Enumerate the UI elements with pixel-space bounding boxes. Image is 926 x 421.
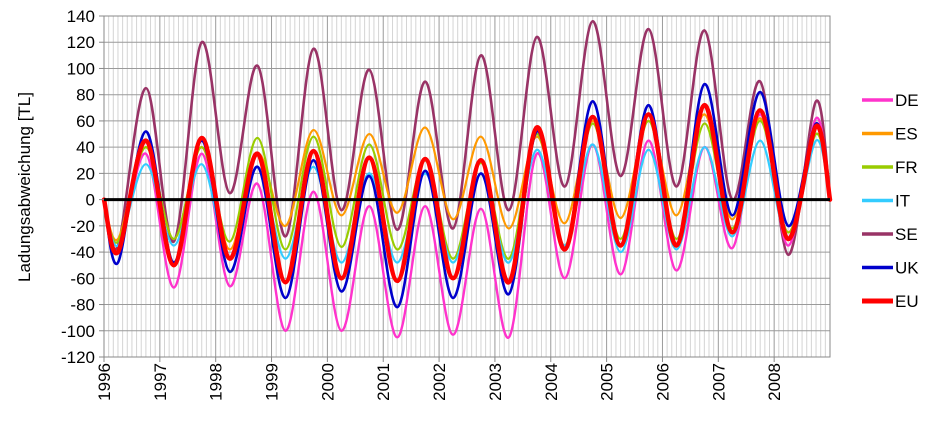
y-tick-label: 80 bbox=[76, 86, 95, 105]
x-tick-label: 2002 bbox=[430, 363, 449, 401]
y-axis-ticks: -120 -100 -80 -60 -40 -20 0 20 40 60 80 100 120 140 bbox=[61, 7, 104, 367]
y-tick-label: -20 bbox=[70, 217, 95, 236]
series-lines bbox=[101, 19, 833, 339]
x-axis-ticks: 1996 1997 1998 1999 2000 2001 2002 2003 2004 2005… bbox=[95, 357, 784, 401]
y-tick-label: 100 bbox=[67, 59, 95, 78]
legend-label-se: SE bbox=[895, 225, 918, 244]
legend-label-uk: UK bbox=[895, 259, 919, 278]
y-tick-label: 140 bbox=[67, 7, 95, 26]
legend-label-de: DE bbox=[895, 91, 919, 110]
legend-label-es: ES bbox=[895, 125, 918, 144]
x-tick-label: 1998 bbox=[207, 363, 226, 401]
x-tick-label: 2003 bbox=[486, 363, 505, 401]
y-tick-label: 20 bbox=[76, 164, 95, 183]
x-tick-label: 2008 bbox=[765, 363, 784, 401]
legend-label-eu: EU bbox=[895, 292, 919, 311]
legend: DE ES FR IT SE UK EU bbox=[862, 91, 919, 311]
legend-label-it: IT bbox=[895, 192, 910, 211]
x-tick-label: 2000 bbox=[318, 363, 337, 401]
x-tick-label: 2007 bbox=[709, 363, 728, 401]
y-tick-label: -100 bbox=[61, 322, 95, 341]
y-tick-label: 40 bbox=[76, 138, 95, 157]
series-line-eu bbox=[101, 102, 833, 285]
x-tick-label: 2006 bbox=[653, 363, 672, 401]
y-tick-label: 120 bbox=[67, 33, 95, 52]
y-tick-label: -120 bbox=[61, 348, 95, 367]
x-tick-label: 1997 bbox=[151, 363, 170, 401]
legend-label-fr: FR bbox=[895, 158, 918, 177]
y-tick-label: 60 bbox=[76, 112, 95, 131]
series-line-se bbox=[102, 19, 832, 257]
y-tick-label: -40 bbox=[70, 243, 95, 262]
x-tick-label: 2004 bbox=[542, 363, 561, 401]
y-tick-label: -60 bbox=[70, 269, 95, 288]
y-tick-label: -80 bbox=[70, 296, 95, 315]
y-tick-label: 0 bbox=[86, 191, 95, 210]
x-tick-label: 1999 bbox=[263, 363, 282, 401]
y-axis-title: Ladungsabweichung [TL] bbox=[15, 92, 34, 282]
x-tick-label: 2001 bbox=[374, 363, 393, 401]
x-tick-label: 1996 bbox=[95, 363, 114, 401]
x-tick-label: 2005 bbox=[598, 363, 617, 401]
